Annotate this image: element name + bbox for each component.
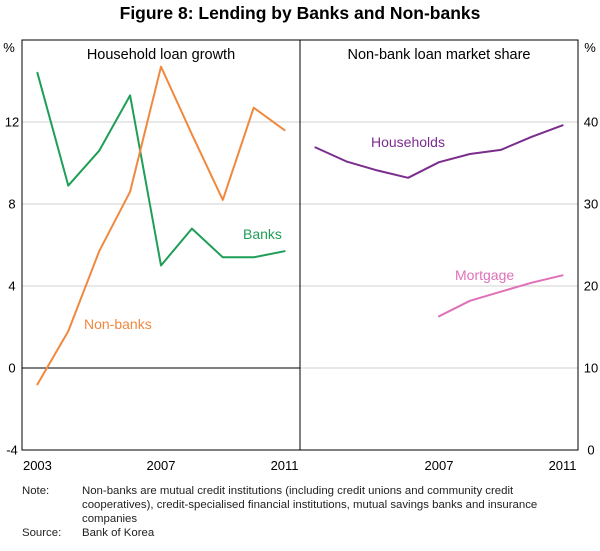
left-x-tick-labels: 2003 2007 2011: [23, 458, 299, 473]
right-y-tick-labels: 0 10 20 30 40: [584, 115, 598, 458]
right-x-tick-label: 2011: [549, 458, 577, 473]
series-label-non-banks: Non-banks: [84, 316, 152, 332]
left-y-tick-labels: -4 0 4 8 12: [5, 115, 19, 458]
chart: Figure 8: Lending by Banks and Non-banks…: [3, 3, 598, 473]
series-line-banks: [36, 71, 286, 267]
series-line-mortgage: [438, 274, 564, 318]
right-x-tick-label: 2007: [425, 458, 454, 473]
left-y-tick-label: 8: [8, 197, 15, 212]
figure-title: Figure 8: Lending by Banks and Non-banks: [120, 3, 481, 23]
left-axis-unit: %: [3, 40, 15, 55]
right-y-tick-label: 30: [584, 197, 598, 212]
left-x-tick-label: 2003: [23, 458, 52, 473]
source-label: Source:: [22, 527, 62, 539]
right-y-tick-label: 40: [584, 115, 598, 130]
right-axis-unit: %: [584, 40, 596, 55]
left-x-tick-label: 2007: [147, 458, 176, 473]
source-text: Bank of Korea: [82, 527, 155, 539]
notes-block: Note: Non-banks are mutual credit instit…: [22, 484, 582, 540]
right-x-tick-labels: 2007 2011: [425, 458, 577, 473]
left-y-tick-label: 0: [8, 361, 15, 376]
note-text: Non-banks are mutual credit institutions…: [82, 485, 538, 525]
series-label-households: Households: [371, 134, 445, 150]
series-label-banks: Banks: [243, 226, 282, 242]
left-y-tick-label: -4: [6, 443, 18, 458]
right-y-tick-label: 0: [587, 443, 594, 458]
note-label: Note:: [22, 485, 50, 497]
left-panel-title: Household loan growth: [87, 47, 235, 63]
series-label-mortgage: Mortgage: [455, 267, 514, 283]
series-line-non-banks: [36, 65, 286, 386]
note-row: Note: Non-banks are mutual credit instit…: [22, 484, 582, 526]
left-y-tick-label: 12: [5, 115, 19, 130]
series-lines: [36, 65, 564, 386]
right-y-tick-label: 20: [584, 279, 598, 294]
source-row: Source: Bank of Korea: [22, 526, 582, 540]
right-y-tick-label: 10: [584, 361, 598, 376]
right-panel-title: Non-bank loan market share: [348, 47, 531, 63]
series-line-households: [314, 124, 564, 179]
left-x-tick-label: 2011: [271, 458, 299, 473]
left-y-tick-label: 4: [8, 279, 15, 294]
grid: [22, 121, 578, 369]
